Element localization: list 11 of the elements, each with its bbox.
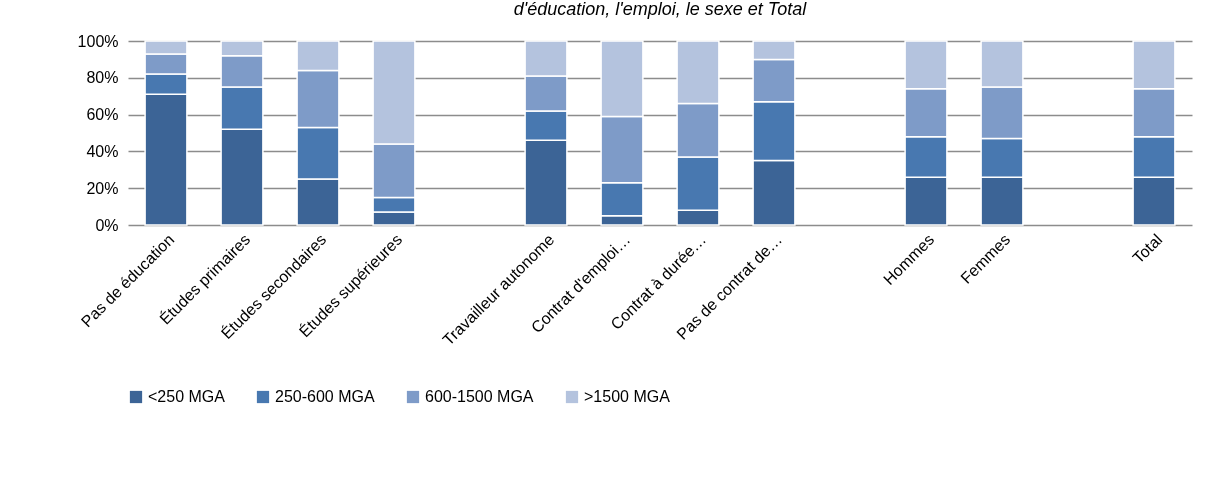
legend-label: 600-1500 MGA: [425, 388, 534, 405]
legend-label: >1500 MGA: [584, 388, 671, 405]
legend-label: <250 MGA: [148, 388, 226, 405]
chart-title: d'éducation, l'emploi, le sexe et Total: [513, 0, 808, 19]
y-tick-label: 20%: [86, 179, 119, 197]
y-tick-label: 100%: [77, 32, 119, 50]
y-tick-label: 80%: [86, 69, 119, 87]
legend-label: 250-600 MGA: [275, 388, 375, 405]
y-tick-label: 60%: [86, 106, 119, 124]
y-tick-label: 40%: [86, 142, 119, 160]
y-tick-label: 0%: [95, 216, 119, 234]
